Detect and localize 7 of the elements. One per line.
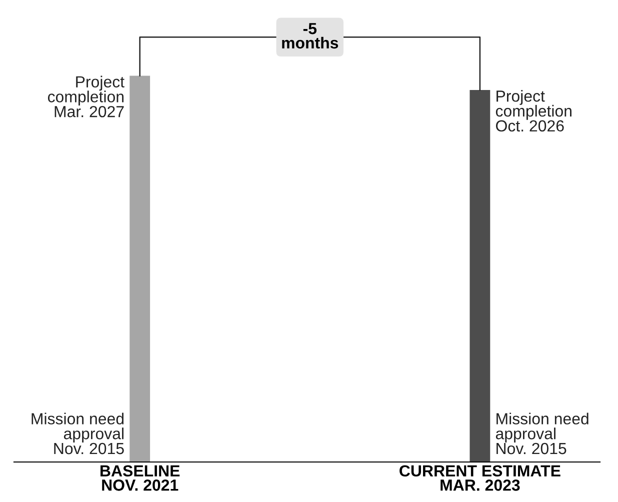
annotation: Mission need approval Nov. 2015 <box>496 412 588 454</box>
annotation: Project completion Mar. 2027 <box>48 76 124 118</box>
annotation: Project completion Oct. 2026 <box>496 90 572 132</box>
text: -5 months <box>282 23 338 49</box>
x-tick-label: BASELINE NOV. 2021 <box>100 465 180 491</box>
annotation: Mission need approval Nov. 2015 <box>32 412 124 454</box>
x-tick-label: CURRENT ESTIMATE MAR. 2023 <box>400 465 560 491</box>
